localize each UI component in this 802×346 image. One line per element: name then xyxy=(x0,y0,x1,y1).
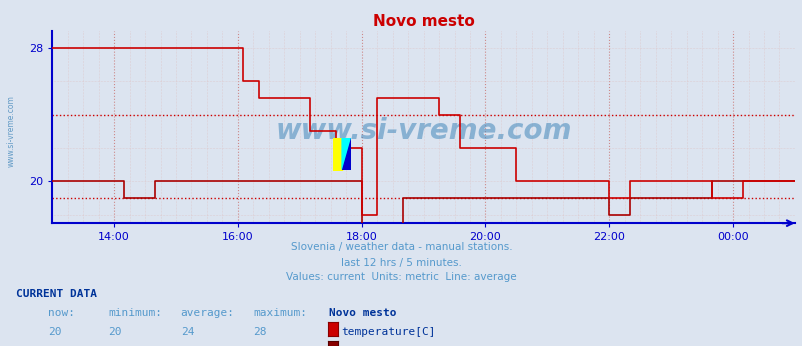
Text: now:: now: xyxy=(48,308,75,318)
Text: last 12 hrs / 5 minutes.: last 12 hrs / 5 minutes. xyxy=(341,258,461,268)
Polygon shape xyxy=(342,138,350,170)
Polygon shape xyxy=(342,138,350,170)
Text: 20: 20 xyxy=(108,327,122,337)
Text: 24: 24 xyxy=(180,327,194,337)
Title: Novo mesto: Novo mesto xyxy=(372,13,474,29)
Text: www.si-vreme.com: www.si-vreme.com xyxy=(6,95,15,167)
Text: minimum:: minimum: xyxy=(108,308,162,318)
Text: Values: current  Units: metric  Line: average: Values: current Units: metric Line: aver… xyxy=(286,272,516,282)
Text: Novo mesto: Novo mesto xyxy=(329,308,396,318)
Text: maximum:: maximum: xyxy=(253,308,306,318)
Text: Slovenia / weather data - manual stations.: Slovenia / weather data - manual station… xyxy=(290,242,512,252)
Text: average:: average: xyxy=(180,308,234,318)
Text: CURRENT DATA: CURRENT DATA xyxy=(16,289,97,299)
Text: temperature[C]: temperature[C] xyxy=(341,327,435,337)
Text: 28: 28 xyxy=(253,327,266,337)
Text: 20: 20 xyxy=(48,327,62,337)
Text: www.si-vreme.com: www.si-vreme.com xyxy=(275,117,571,145)
